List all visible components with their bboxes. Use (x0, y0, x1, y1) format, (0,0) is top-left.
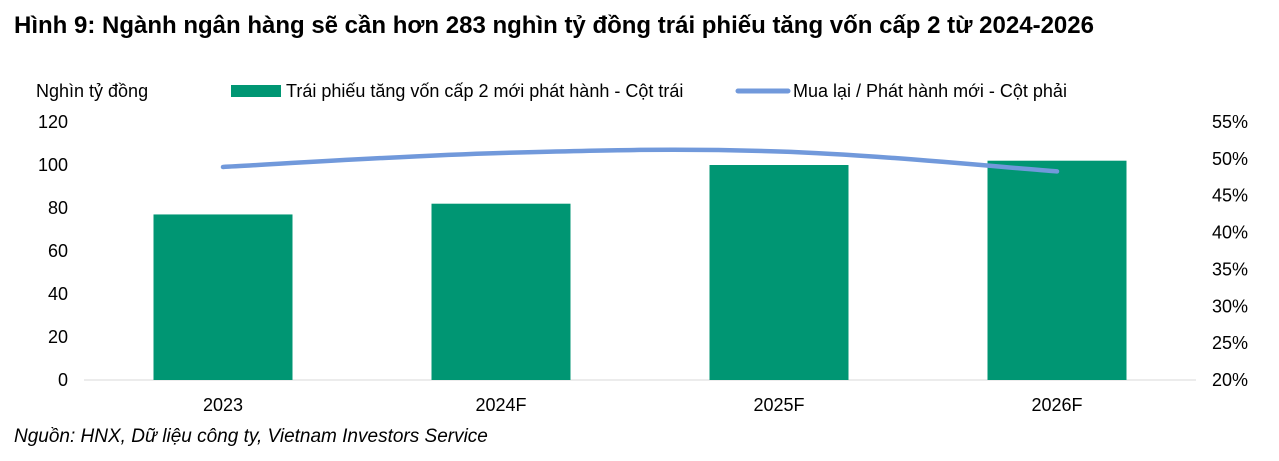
y2-tick-label: 45% (1212, 186, 1248, 206)
y-tick-label: 20 (48, 327, 68, 347)
x-tick-label: 2023 (203, 395, 243, 415)
bar (153, 214, 293, 380)
y-tick-label: 100 (38, 155, 68, 175)
y-axis-right: 20% 25% 30% 35% 40% 45% 50% 55% (1212, 112, 1248, 390)
line-point (777, 149, 781, 154)
y2-tick-label: 35% (1212, 259, 1248, 279)
bar (431, 203, 571, 380)
x-tick-label: 2025F (753, 395, 804, 415)
y-tick-label: 60 (48, 241, 68, 261)
y-tick-label: 80 (48, 198, 68, 218)
line-point (221, 164, 225, 169)
legend-swatch-bar (231, 85, 281, 97)
y-tick-label: 120 (38, 112, 68, 132)
line-point (1055, 169, 1059, 174)
x-axis: 2023 2024F 2025F 2026F (203, 395, 1083, 415)
legend-label-line: Mua lại / Phát hành mới - Cột phải (793, 81, 1067, 101)
legend: Trái phiếu tăng vốn cấp 2 mới phát hành … (231, 81, 1067, 101)
y2-tick-label: 25% (1212, 333, 1248, 353)
y-tick-label: 40 (48, 284, 68, 304)
x-tick-label: 2026F (1031, 395, 1082, 415)
line-point (499, 150, 503, 155)
legend-label-bar: Trái phiếu tăng vốn cấp 2 mới phát hành … (286, 81, 683, 101)
y-tick-label: 0 (58, 370, 68, 390)
y2-tick-label: 50% (1212, 149, 1248, 169)
bar (709, 165, 849, 380)
y2-tick-label: 40% (1212, 223, 1248, 243)
y-axis-left: 0 20 40 60 80 100 120 (38, 112, 68, 390)
y2-tick-label: 30% (1212, 296, 1248, 316)
line-path (220, 147, 1060, 174)
y2-tick-label: 20% (1212, 370, 1248, 390)
bar-series (153, 160, 1127, 380)
line-series (220, 147, 1060, 174)
bar (987, 160, 1127, 380)
source-note: Nguồn: HNX, Dữ liệu công ty, Vietnam Inv… (14, 426, 488, 447)
x-tick-label: 2024F (475, 395, 526, 415)
y2-tick-label: 55% (1212, 112, 1248, 132)
page-title: Hình 9: Ngành ngân hàng sẽ cần hơn 283 n… (14, 12, 1094, 39)
y-axis-label: Nghìn tỷ đồng (36, 81, 148, 101)
